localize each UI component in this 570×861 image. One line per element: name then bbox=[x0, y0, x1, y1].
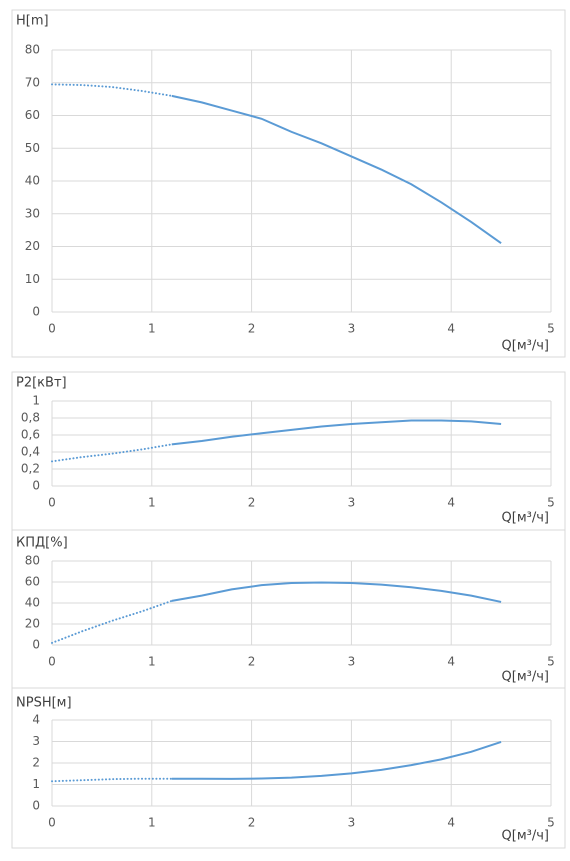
x-tick-label: 5 bbox=[547, 322, 555, 336]
x-tick-label: 1 bbox=[148, 322, 156, 336]
chart-frame bbox=[11, 9, 566, 358]
x-tick-label: 0 bbox=[48, 816, 56, 830]
x-tick-label: 4 bbox=[447, 322, 455, 336]
x-tick-label: 2 bbox=[248, 816, 256, 830]
x-axis-title: Q[м³/ч] bbox=[502, 670, 549, 685]
x-tick-label: 3 bbox=[348, 655, 356, 669]
x-tick-label: 0 bbox=[48, 655, 56, 669]
y-tick-label: 1 bbox=[32, 777, 40, 791]
y-tick-label: 80 bbox=[25, 43, 40, 57]
curve bbox=[171, 581, 502, 603]
curve bbox=[51, 777, 173, 783]
x-tick-label: 1 bbox=[148, 496, 156, 510]
x-tick-label: 4 bbox=[447, 496, 455, 510]
curve bbox=[51, 599, 173, 644]
x-tick-label: 0 bbox=[48, 322, 56, 336]
y-tick-label: 50 bbox=[25, 141, 40, 155]
y-tick-label: 0,4 bbox=[21, 445, 40, 459]
y-tick-label: 0,6 bbox=[21, 428, 40, 442]
y-tick-label: 20 bbox=[25, 239, 40, 253]
x-tick-label: 5 bbox=[547, 816, 555, 830]
x-tick-label: 5 bbox=[547, 655, 555, 669]
y-tick-label: 20 bbox=[25, 617, 40, 631]
y-axis-title: H[m] bbox=[16, 14, 49, 29]
x-tick-label: 2 bbox=[248, 655, 256, 669]
x-tick-label: 3 bbox=[348, 496, 356, 510]
x-tick-label: 1 bbox=[148, 655, 156, 669]
y-tick-label: 70 bbox=[25, 75, 40, 89]
y-tick-label: 0 bbox=[32, 479, 40, 493]
y-tick-label: 0,2 bbox=[21, 462, 40, 476]
y-axis-title: КПД[%] bbox=[16, 536, 68, 551]
y-tick-label: 3 bbox=[32, 734, 40, 748]
x-axis-title: Q[м³/ч] bbox=[502, 339, 549, 354]
x-tick-label: 5 bbox=[547, 496, 555, 510]
y-tick-label: 4 bbox=[32, 713, 40, 727]
x-axis-title: Q[м³/ч] bbox=[502, 829, 549, 844]
x-tick-label: 2 bbox=[248, 322, 256, 336]
y-tick-label: 40 bbox=[25, 596, 40, 610]
y-tick-label: 80 bbox=[25, 554, 40, 568]
curve bbox=[51, 83, 173, 97]
y-axis-title: P2[кВт] bbox=[16, 376, 67, 391]
chart-frame bbox=[11, 529, 566, 689]
y-tick-label: 40 bbox=[25, 174, 40, 188]
y-tick-label: 30 bbox=[25, 206, 40, 220]
y-tick-label: 1 bbox=[32, 394, 40, 408]
y-tick-label: 60 bbox=[25, 108, 40, 122]
x-tick-label: 3 bbox=[348, 322, 356, 336]
y-axis-title: NPSH[м] bbox=[16, 696, 72, 711]
x-tick-label: 4 bbox=[447, 816, 455, 830]
x-tick-label: 1 bbox=[148, 816, 156, 830]
x-tick-label: 3 bbox=[348, 816, 356, 830]
y-tick-label: 0 bbox=[32, 799, 40, 813]
y-tick-label: 60 bbox=[25, 575, 40, 589]
curve bbox=[171, 419, 502, 446]
y-tick-label: 10 bbox=[25, 272, 40, 286]
x-tick-label: 0 bbox=[48, 496, 56, 510]
x-tick-label: 2 bbox=[248, 496, 256, 510]
curve bbox=[51, 443, 173, 463]
x-axis-title: Q[м³/ч] bbox=[502, 511, 549, 526]
chart-frame bbox=[11, 371, 566, 531]
y-tick-label: 2 bbox=[32, 756, 40, 770]
chart-frame bbox=[11, 687, 566, 849]
curve bbox=[171, 740, 502, 780]
y-tick-label: 0 bbox=[32, 638, 40, 652]
curve bbox=[171, 94, 502, 245]
y-tick-label: 0 bbox=[32, 305, 40, 319]
x-tick-label: 4 bbox=[447, 655, 455, 669]
y-tick-label: 0,8 bbox=[21, 411, 40, 425]
